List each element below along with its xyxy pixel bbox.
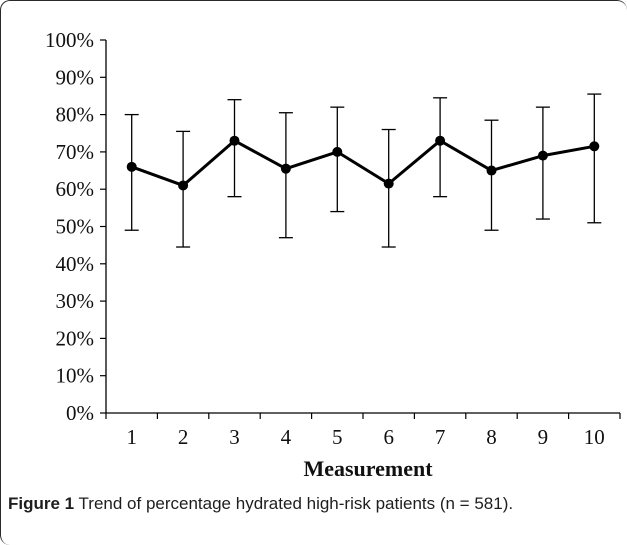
y-tick-label: 20% (56, 326, 95, 350)
y-tick-label: 50% (56, 215, 95, 239)
y-tick-label: 10% (56, 364, 95, 388)
x-tick-label: 7 (435, 425, 446, 449)
y-axis: 0% 10% 20% 30% 40% 50% 60% 70% 80% 90% 100% (45, 28, 106, 425)
data-point (384, 179, 394, 189)
x-axis-title: Measurement (303, 456, 433, 481)
y-tick-label: 0% (66, 401, 94, 425)
y-tick-label: 60% (56, 177, 95, 201)
x-tick-label: 5 (332, 425, 343, 449)
data-point (127, 162, 137, 172)
data-point (487, 166, 497, 176)
y-tick-label: 90% (56, 65, 95, 89)
data-point (281, 164, 291, 174)
y-tick-label: 40% (56, 252, 95, 276)
line-chart: 0% 10% 20% 30% 40% 50% 60% 70% 80% 90% 100% 1 2 3 4 5 6… (0, 0, 627, 490)
x-tick-label: 2 (178, 425, 189, 449)
data-point (435, 136, 445, 146)
x-tick-label: 4 (281, 425, 292, 449)
x-axis: 1 2 3 4 5 6 7 8 9 10 (106, 413, 620, 449)
data-point (589, 141, 599, 151)
error-bars (125, 94, 602, 247)
y-tick-label: 30% (56, 289, 95, 313)
series-polyline (132, 141, 595, 186)
data-point (178, 180, 188, 190)
caption-label: Figure 1 (8, 494, 74, 513)
y-tick-label: 70% (56, 140, 95, 164)
x-tick-label: 1 (126, 425, 137, 449)
series-line (127, 136, 600, 191)
data-point (538, 151, 548, 161)
x-tick-label: 6 (383, 425, 394, 449)
y-tick-label: 80% (56, 103, 95, 127)
x-tick-label: 10 (584, 425, 605, 449)
y-tick-label: 100% (45, 28, 94, 52)
x-tick-label: 8 (486, 425, 497, 449)
x-tick-label: 3 (229, 425, 240, 449)
data-point (230, 136, 240, 146)
x-tick-label: 9 (538, 425, 549, 449)
data-point (332, 147, 342, 157)
caption-text: Trend of percentage hydrated high-risk p… (79, 494, 514, 513)
figure-caption: Figure 1 Trend of percentage hydrated hi… (8, 492, 608, 516)
